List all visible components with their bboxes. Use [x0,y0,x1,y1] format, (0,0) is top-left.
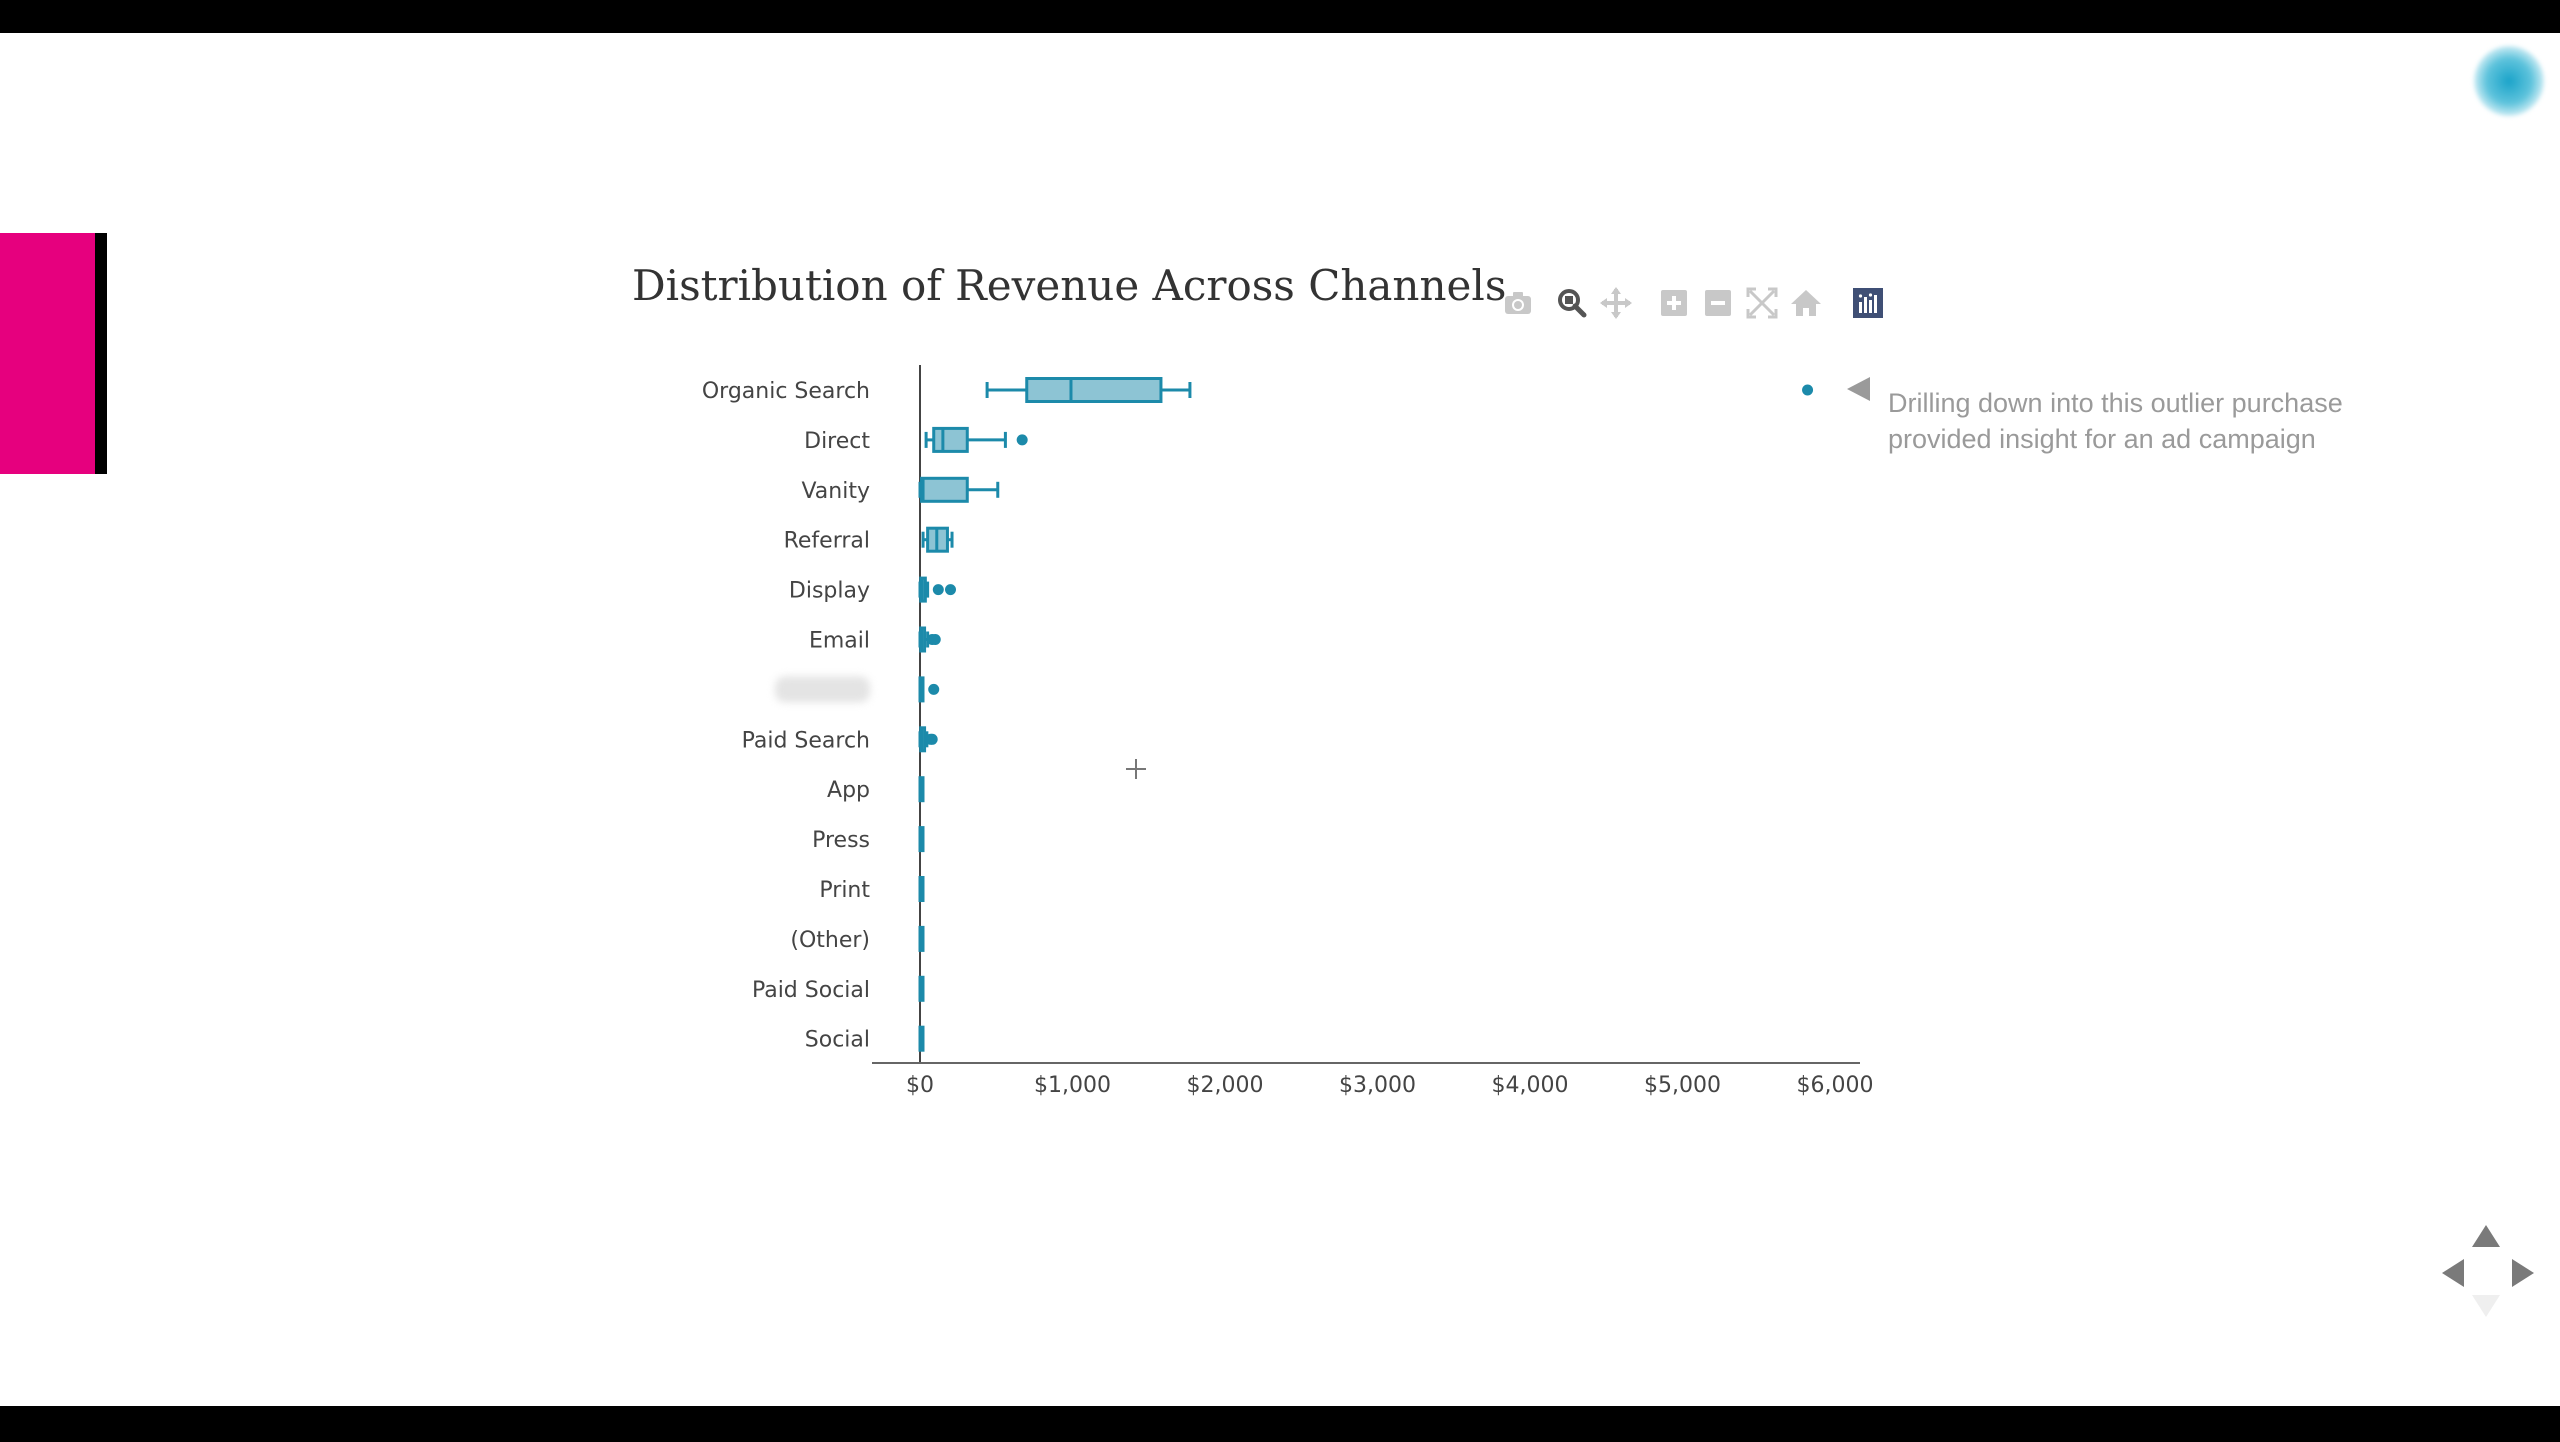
chart-title: Distribution of Revenue Across Channels [632,261,1507,310]
presenter-avatar[interactable] [2474,46,2544,116]
x-tick-label: $5,000 [1644,1073,1721,1098]
outlier-point [932,584,944,596]
outlier-point [929,634,941,645]
accent-block-edge [95,233,107,474]
outlier-point [928,683,940,695]
cursor-crosshair [1124,757,1148,785]
annotation-line-2: provided insight for an ad campaign [1888,424,2316,454]
x-tick-label: $4,000 [1492,1073,1569,1098]
category-label: Press [812,828,870,853]
box-iqr [932,426,969,453]
category-label: (Other) [790,928,870,953]
category-label: Social [805,1028,870,1053]
x-tick-label: $0 [906,1073,934,1098]
redacted-category-label [775,676,870,703]
category-label: Paid Search [742,728,870,753]
outlier-point [945,584,956,596]
category-label: Display [789,579,870,604]
reset-home-icon[interactable] [1788,285,1824,321]
camera-icon[interactable] [1500,285,1536,321]
box-iqr [1025,377,1163,403]
autoscale-icon[interactable] [1744,285,1780,321]
category-label: Vanity [801,479,870,504]
nav-left-arrow-icon[interactable] [2440,1257,2468,1289]
outlier-annotation: Drilling down into this outlier purchase… [1888,385,2343,457]
plotly-logo-icon[interactable] [1850,285,1886,321]
category-label: Paid Social [752,978,870,1003]
accent-block [0,233,95,474]
outlier-point [926,733,938,745]
category-label: Referral [784,529,870,554]
outlier-point [1802,384,1814,396]
box-plot: $0 $1,000 $2,000 $3,000 $4,000 $5,000 $6,000 Or… [702,365,1874,1098]
annotation-line-1: Drilling down into this outlier purchase [1888,388,2343,418]
top-letterbox [0,0,2560,33]
box-iqr [920,476,969,503]
category-label: App [827,778,870,803]
bottom-letterbox [0,1406,2560,1442]
outlier-point [1016,434,1028,446]
x-tick-label: $6,000 [1797,1073,1874,1098]
nav-up-arrow-icon[interactable] [2470,1223,2502,1251]
category-label: Email [809,629,870,654]
category-label: Direct [804,429,870,454]
x-tick-label: $3,000 [1339,1073,1416,1098]
nav-down-arrow-icon[interactable] [2470,1291,2502,1319]
category-label: Organic Search [702,379,870,404]
x-tick-label: $2,000 [1187,1073,1264,1098]
nav-right-arrow-icon[interactable] [2508,1257,2536,1289]
slide: Distribution of Revenue Across Channels … [0,33,2560,1406]
zoom-icon[interactable] [1554,285,1590,321]
pan-icon[interactable] [1598,285,1634,321]
x-tick-label: $1,000 [1034,1073,1111,1098]
category-label: Print [819,878,870,903]
zoom-out-icon[interactable] [1700,285,1736,321]
zoom-in-icon[interactable] [1656,285,1692,321]
annotation-arrow [1847,377,1870,401]
